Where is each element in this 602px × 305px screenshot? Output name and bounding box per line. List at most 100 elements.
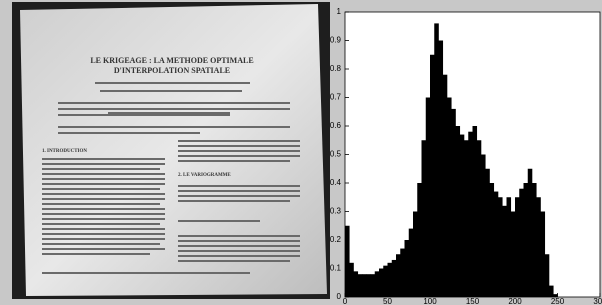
bar	[545, 254, 550, 297]
text-line	[58, 132, 200, 134]
bar	[413, 212, 418, 298]
bar	[494, 192, 499, 297]
text-line	[100, 90, 242, 92]
x-tick-label: 200	[508, 297, 522, 305]
bar	[481, 155, 486, 298]
text-line	[42, 243, 160, 245]
bar	[439, 41, 444, 298]
text-line	[178, 255, 300, 257]
text-line	[42, 198, 165, 200]
text-line	[178, 260, 290, 262]
bar	[375, 271, 380, 297]
y-tick-label: 0.3	[330, 207, 342, 216]
text-line	[178, 145, 300, 147]
bar	[464, 140, 469, 297]
document-title: D'INTERPOLATION SPATIALE	[114, 66, 230, 75]
bar	[396, 254, 401, 297]
bar	[519, 189, 524, 297]
bar	[451, 109, 456, 297]
text-line	[178, 200, 290, 202]
y-tick-label: 1	[337, 7, 342, 16]
bar	[392, 260, 397, 297]
text-line	[58, 108, 290, 110]
x-tick-label: 300	[593, 297, 602, 305]
bar	[477, 140, 482, 297]
y-tick-label: 0.7	[330, 93, 342, 102]
text-line	[58, 102, 290, 104]
bar	[443, 75, 448, 297]
x-tick-label: 250	[551, 297, 565, 305]
bar	[468, 132, 473, 297]
text-line	[42, 163, 165, 165]
section-heading: 2. LE VARIOGRAMME	[178, 173, 231, 178]
bar	[362, 274, 367, 297]
text-line	[178, 150, 300, 152]
bar	[507, 197, 512, 297]
text-line	[178, 250, 300, 252]
bar	[473, 126, 478, 297]
text-line	[58, 126, 290, 128]
bar	[400, 249, 405, 297]
text-line	[178, 240, 300, 242]
bar	[426, 98, 431, 298]
screen: LE KRIGEAGE : LA METHODE OPTIMALE D'INTE…	[0, 0, 602, 305]
bar	[541, 212, 546, 298]
text-line	[42, 168, 160, 170]
document-title: LE KRIGEAGE : LA METHODE OPTIMALE	[90, 56, 253, 65]
bar	[456, 126, 461, 297]
bar	[447, 98, 452, 298]
bar	[528, 169, 533, 297]
bar	[502, 206, 507, 297]
text-line	[178, 245, 300, 247]
bar	[349, 263, 354, 297]
text-line	[42, 208, 165, 210]
text-line	[178, 220, 260, 222]
text-line	[178, 235, 300, 237]
text-line	[178, 190, 300, 192]
bar	[434, 23, 439, 297]
bar	[532, 183, 537, 297]
bar	[383, 266, 388, 297]
bar	[549, 286, 554, 297]
text-line	[42, 213, 165, 215]
text-line	[42, 248, 165, 250]
text-line	[95, 82, 250, 84]
text-line	[178, 195, 300, 197]
y-tick-label: 0.1	[330, 264, 342, 273]
y-tick-label: 0	[337, 292, 342, 301]
bar	[460, 135, 465, 297]
bar	[388, 263, 393, 297]
bar	[371, 274, 376, 297]
text-line	[42, 218, 165, 220]
text-line	[42, 253, 150, 255]
bar	[430, 55, 435, 297]
page: LE KRIGEAGE : LA METHODE OPTIMALE D'INTE…	[0, 0, 602, 305]
text-line	[42, 233, 165, 235]
y-tick-label: 0.2	[330, 235, 342, 244]
text-line	[42, 178, 165, 180]
x-tick-label: 150	[466, 297, 480, 305]
bar	[515, 197, 520, 297]
text-line	[178, 160, 290, 162]
bar	[354, 271, 359, 297]
text-line	[42, 173, 165, 175]
y-tick-label: 0.5	[330, 150, 342, 159]
bar	[524, 183, 529, 297]
y-tick-label: 0.4	[330, 178, 342, 187]
text-line	[42, 228, 165, 230]
bar	[366, 274, 371, 297]
bar	[485, 169, 490, 297]
bar	[379, 269, 384, 298]
text-line	[42, 193, 165, 195]
text-line	[42, 238, 165, 240]
bar	[358, 274, 363, 297]
x-tick-label: 50	[383, 297, 392, 305]
text-line	[42, 223, 160, 225]
bar	[490, 183, 495, 297]
y-tick-label: 0.8	[330, 64, 342, 73]
bar	[511, 212, 516, 298]
text-line	[58, 114, 230, 116]
x-tick-label: 100	[423, 297, 437, 305]
text-line	[42, 188, 160, 190]
bar	[498, 197, 503, 297]
